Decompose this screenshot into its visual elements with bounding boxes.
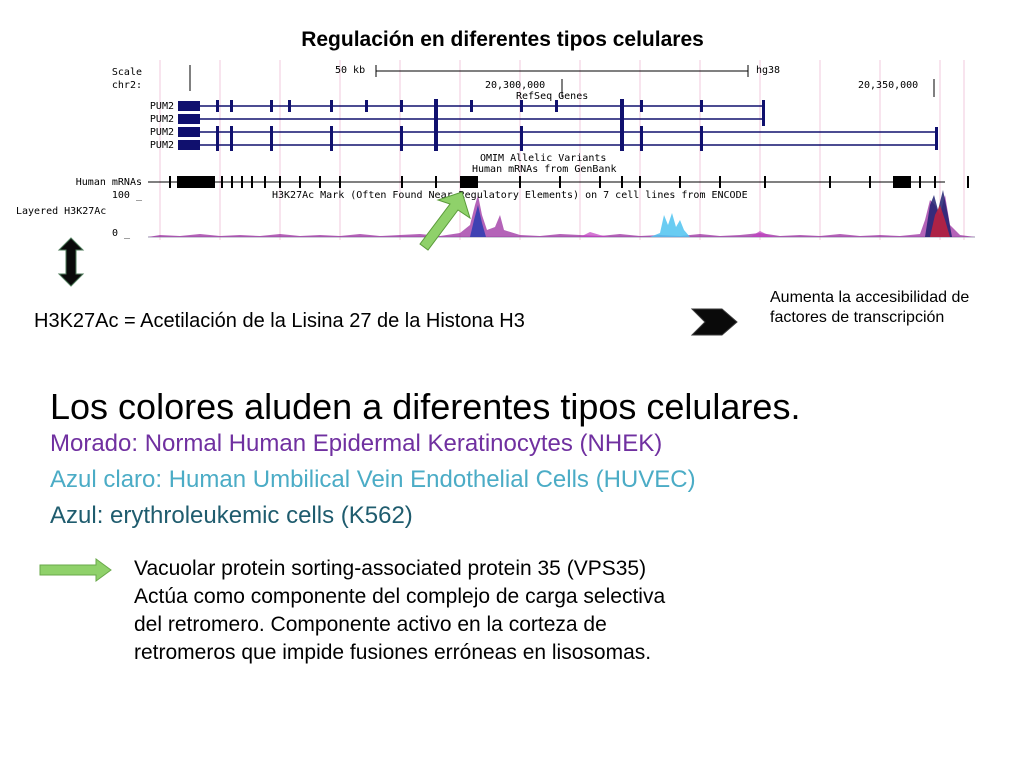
chevron-right-icon (690, 308, 738, 336)
h3k27ac-definition: H3K27Ac = Acetilación de la Lisina 27 de… (34, 310, 525, 332)
y-max-label: 100 _ (111, 190, 142, 201)
scale-label: Scale (111, 67, 142, 78)
mrna-label: Human mRNAs (75, 177, 142, 188)
vps35-line: retromeros que impide fusiones erróneas … (134, 641, 652, 664)
accessibility-note: Aumenta la accesibilidad de factores de … (770, 289, 970, 326)
h3k27ac-track-label: Layered H3K27Ac (16, 206, 107, 217)
genome-browser: Scale chr2: 50 kb hg38 20,300,000 20,350… (0, 55, 1024, 245)
vps35-line: Actúa como componente del complejo de ca… (134, 585, 666, 608)
assembly-label: hg38 (756, 65, 781, 76)
pum2-exons (178, 99, 938, 151)
omim-label: OMIM Allelic Variants (480, 153, 607, 164)
pum2-label: PUM2 (149, 114, 174, 125)
green-right-arrow (39, 558, 112, 582)
coord-2: 20,350,000 (858, 80, 919, 91)
color-line-nhek: Morado: Normal Human Epidermal Keratinoc… (50, 430, 663, 457)
pum2-label: PUM2 (149, 101, 174, 112)
refseq-label: RefSeq Genes (516, 91, 589, 102)
colors-heading: Los colores aluden a diferentes tipos ce… (50, 386, 801, 427)
genome-browser-svg (148, 60, 975, 240)
mrna-genbank-label: Human mRNAs from GenBank (472, 164, 617, 175)
vps35-description: Vacuolar protein sorting-associated prot… (134, 555, 814, 667)
mrna-track (148, 176, 969, 188)
double-arrow-icon (57, 237, 85, 287)
chr-label: chr2: (111, 80, 142, 91)
pum2-label: PUM2 (149, 140, 174, 151)
slide-title: Regulación en diferentes tipos celulares (301, 28, 704, 51)
pum2-label: PUM2 (149, 127, 174, 138)
scale-value: 50 kb (335, 65, 366, 76)
vps35-line: Vacuolar protein sorting-associated prot… (134, 557, 647, 580)
color-line-k562: Azul: erythroleukemic cells (K562) (50, 502, 413, 529)
color-line-huvec: Azul claro: Human Umbilical Vein Endothe… (50, 466, 696, 493)
green-pointer-arrow (419, 191, 471, 251)
y-min-label: 0 _ (111, 228, 130, 239)
scale-bar (189, 65, 935, 97)
h3k27ac-signal (148, 190, 975, 238)
vps35-line: del retromero. Componente activo en la c… (134, 613, 607, 636)
coord-1: 20,300,000 (485, 80, 546, 91)
h3k27ac-description: H3K27Ac Mark (Often Found Near Regulator… (272, 190, 748, 201)
